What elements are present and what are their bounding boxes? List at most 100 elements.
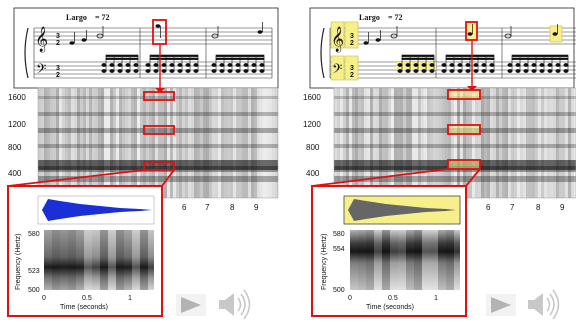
spectrogram-texture — [89, 88, 92, 198]
right-y-tick-400: 400 — [306, 169, 320, 178]
spectrogram-texture — [535, 88, 538, 198]
left-inset-freq-580: 580 — [28, 231, 40, 238]
inset-texture — [382, 230, 390, 290]
spectrogram-texture — [230, 88, 233, 198]
inset-texture — [76, 230, 84, 290]
play-icon[interactable] — [181, 297, 201, 313]
spectrogram-texture — [50, 88, 53, 198]
left-inset-time-1: 1 — [128, 295, 132, 302]
spectrogram-texture — [442, 88, 445, 198]
right-play-icon[interactable] — [491, 297, 511, 313]
right-tempo-value: = 72 — [388, 13, 403, 22]
spectrogram-texture — [92, 88, 95, 198]
spectrogram-texture — [53, 88, 56, 198]
left-x-tick-7: 7 — [205, 203, 210, 212]
spectrogram-texture — [385, 88, 388, 198]
svg-text:3: 3 — [350, 33, 354, 40]
inset-texture — [108, 230, 116, 290]
left-x-tick-9: 9 — [254, 203, 259, 212]
inset-texture — [374, 230, 382, 290]
spectrogram-harmonic-band — [38, 160, 278, 170]
spectrogram-texture — [418, 88, 421, 198]
spectrogram-texture — [466, 88, 469, 198]
spectrogram-texture — [188, 88, 191, 198]
inset-texture — [366, 230, 374, 290]
spectrogram-texture — [266, 88, 269, 198]
spectrogram-texture — [125, 88, 128, 198]
spectrogram-texture — [526, 88, 529, 198]
inset-texture — [422, 230, 430, 290]
right-y-tick-1600: 1600 — [303, 93, 321, 102]
left-controls — [176, 289, 251, 320]
spectrogram-texture — [209, 88, 212, 198]
spectrogram-texture — [155, 88, 158, 198]
spectrogram-texture — [143, 88, 146, 198]
spectrogram-texture — [571, 88, 574, 198]
inset-texture — [438, 230, 446, 290]
svg-text:2: 2 — [350, 40, 354, 47]
spectrogram-texture — [547, 88, 550, 198]
svg-text:3: 3 — [350, 65, 354, 72]
inset-texture — [44, 230, 52, 290]
right-inset-freq-580: 580 — [333, 231, 345, 238]
spectrogram-texture — [499, 88, 502, 198]
spectrogram-texture — [496, 88, 499, 198]
inset-texture — [390, 230, 398, 290]
svg-text:2: 2 — [56, 40, 60, 47]
left-x-tick-8: 8 — [230, 203, 235, 212]
spectrogram-texture — [355, 88, 358, 198]
right-speaker-icon[interactable] — [528, 289, 560, 320]
spectrogram-texture — [397, 88, 400, 198]
inset-texture — [60, 230, 68, 290]
speaker-icon[interactable] — [219, 289, 251, 320]
spectrogram-texture — [41, 88, 44, 198]
spectrogram-texture — [565, 88, 568, 198]
spectrogram-texture — [224, 88, 227, 198]
right-y-tick-800: 800 — [306, 143, 320, 152]
spectrogram-texture — [505, 88, 508, 198]
right-x-tick-6: 6 — [486, 203, 491, 212]
spectrogram-texture — [430, 88, 433, 198]
spectrogram-texture — [71, 88, 74, 198]
right-inset-time-1: 1 — [434, 295, 438, 302]
spectrogram-texture — [140, 88, 143, 198]
spectrogram-texture — [544, 88, 547, 198]
spectrogram-texture — [370, 88, 373, 198]
left-tempo-value: = 72 — [95, 13, 110, 22]
right-inset-time-0.5: 0.5 — [388, 295, 398, 302]
inset-texture — [68, 230, 76, 290]
inset-texture — [52, 230, 60, 290]
spectrogram-texture — [104, 88, 107, 198]
spectrogram-texture — [77, 88, 80, 198]
spectrogram-texture — [343, 88, 346, 198]
spectrogram-texture — [137, 88, 140, 198]
spectrogram-texture — [239, 88, 242, 198]
spectrogram-texture — [433, 88, 436, 198]
spectrogram-harmonic-band — [38, 112, 278, 116]
spectrogram-texture — [409, 88, 412, 198]
inset-texture — [358, 230, 366, 290]
svg-text:2: 2 — [350, 72, 354, 79]
left-x-tick-6: 6 — [182, 203, 187, 212]
spectrogram-harmonic-band — [334, 112, 576, 116]
spectrogram-harmonic-band — [38, 176, 278, 182]
right-inset-freq-554: 554 — [333, 246, 345, 253]
left-tempo-label: Largo — [66, 13, 87, 22]
right-spectrogram: 1600 1200 800 400 6 7 8 9 — [303, 40, 576, 212]
svg-text:3: 3 — [56, 65, 60, 72]
spectrogram-texture — [227, 88, 230, 198]
spectrogram-texture — [221, 88, 224, 198]
spectrogram-texture — [83, 88, 86, 198]
spectrogram-texture — [59, 88, 62, 198]
spectrogram-texture — [457, 88, 460, 198]
right-panel: Largo = 72 𝄞 𝄢 3 2 3 2 — [303, 7, 576, 320]
spectrogram-texture — [95, 88, 98, 198]
left-inset-ylabel: Frequency (Hertz) — [15, 234, 22, 290]
left-inset: 580 523 500 0 0.5 1 Time (seconds) Frequ… — [7, 169, 175, 317]
spectrogram-texture — [149, 88, 152, 198]
spectrogram-texture — [167, 88, 170, 198]
right-x-tick-9: 9 — [560, 203, 565, 212]
spectrogram-texture — [260, 88, 263, 198]
spectrogram-texture — [436, 88, 439, 198]
spectrogram-texture — [424, 88, 427, 198]
